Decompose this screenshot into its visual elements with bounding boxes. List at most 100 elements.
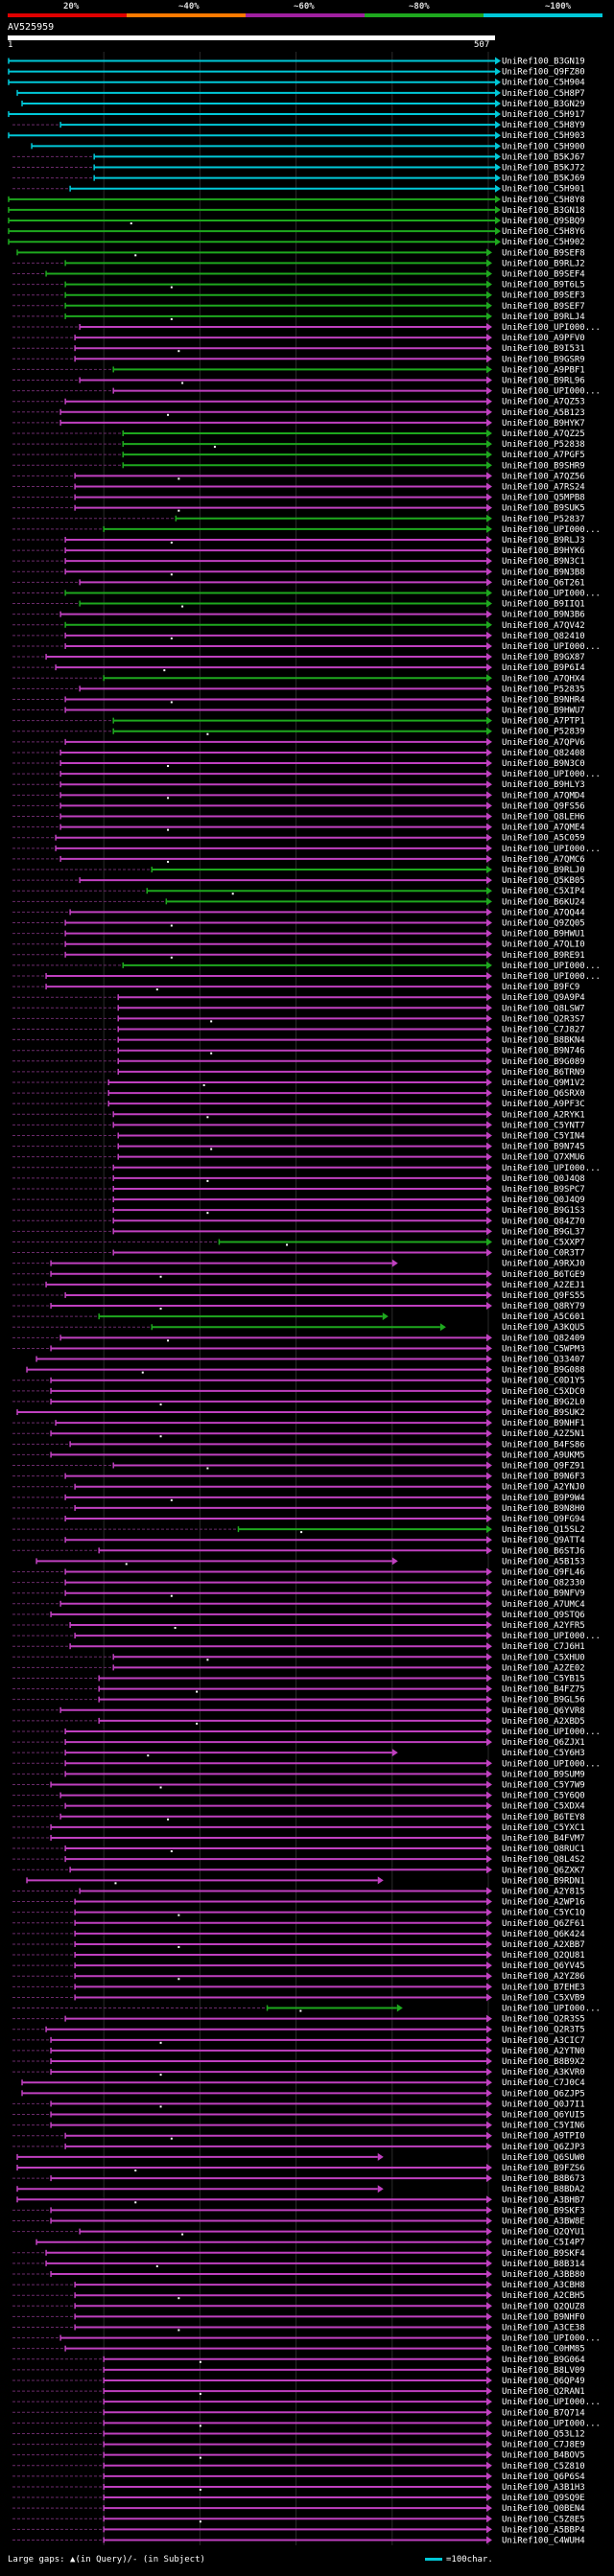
hit-label[interactable]: UniRef100_Q9SQ9E	[502, 2494, 585, 2503]
hit-label[interactable]: UniRef100_Q2QU81	[502, 1951, 585, 1961]
hit-label[interactable]: UniRef100_A3CIC7	[502, 2036, 585, 2046]
hit-label[interactable]: UniRef100_A3BW8E	[502, 2217, 585, 2227]
hit-label[interactable]: UniRef100_C5XXP7	[502, 1238, 585, 1247]
hit-label[interactable]: UniRef100_Q6YUI5	[502, 2111, 585, 2121]
hit-label[interactable]: UniRef100_Q9FL46	[502, 1568, 585, 1578]
hit-label[interactable]: UniRef100_B9N3B8	[502, 568, 585, 577]
hit-label[interactable]: UniRef100_Q6SUW0	[502, 2153, 585, 2163]
hit-label[interactable]: UniRef100_B9HWU1	[502, 930, 585, 940]
hit-label[interactable]: UniRef100_Q6ZJP3	[502, 2143, 585, 2152]
hit-label[interactable]: UniRef100_UPI000...	[502, 323, 601, 333]
hit-label[interactable]: UniRef100_C7J6H1	[502, 1642, 585, 1652]
hit-label[interactable]: UniRef100_Q9ATT4	[502, 1536, 585, 1545]
hit-label[interactable]: UniRef100_UPI000...	[502, 642, 601, 652]
hit-label[interactable]: UniRef100_A7PGF5	[502, 451, 585, 460]
hit-label[interactable]: UniRef100_A5C601	[502, 1312, 585, 1322]
hit-label[interactable]: UniRef100_Q9FS55	[502, 1291, 585, 1301]
hit-label[interactable]: UniRef100_Q84Z70	[502, 1217, 585, 1226]
hit-label[interactable]: UniRef100_A7QLI0	[502, 940, 585, 950]
hit-label[interactable]: UniRef100_B6KU24	[502, 897, 585, 907]
hit-label[interactable]: UniRef100_B9HYK7	[502, 419, 585, 429]
hit-label[interactable]: UniRef100_B9GL37	[502, 1227, 585, 1237]
hit-label[interactable]: UniRef100_Q5MPB8	[502, 494, 585, 503]
hit-label[interactable]: UniRef100_B4FS86	[502, 1440, 585, 1450]
hit-label[interactable]: UniRef100_Q82330	[502, 1579, 585, 1589]
hit-label[interactable]: UniRef100_B9N3C1	[502, 557, 585, 567]
hit-label[interactable]: UniRef100_Q9FZ80	[502, 68, 585, 78]
hit-label[interactable]: UniRef100_Q9FZ91	[502, 1462, 585, 1472]
hit-label[interactable]: UniRef100_B9G2L0	[502, 1398, 585, 1407]
hit-label[interactable]: UniRef100_B9IIQ1	[502, 600, 585, 610]
hit-label[interactable]: UniRef100_B9P9W4	[502, 1494, 585, 1503]
hit-label[interactable]: UniRef100_B9SKF4	[502, 2249, 585, 2259]
hit-label[interactable]: UniRef100_B9FC9	[502, 983, 579, 992]
hit-label[interactable]: UniRef100_B7EHE3	[502, 1983, 585, 1992]
hit-label[interactable]: UniRef100_Q9FS56	[502, 801, 585, 811]
hit-label[interactable]: UniRef100_A2WP16	[502, 1898, 585, 1908]
hit-label[interactable]: UniRef100_C7J0C4	[502, 2078, 585, 2088]
hit-label[interactable]: UniRef100_A7QME4	[502, 824, 585, 833]
hit-label[interactable]: UniRef100_C5Z8E5	[502, 2515, 585, 2524]
hit-label[interactable]: UniRef100_B9RLJ0	[502, 866, 585, 875]
hit-label[interactable]: UniRef100_A7QMD4	[502, 791, 585, 801]
hit-label[interactable]: UniRef100_C4WUH4	[502, 2536, 585, 2545]
hit-label[interactable]: UniRef100_B8BDA2	[502, 2185, 585, 2194]
hit-label[interactable]: UniRef100_B5KJ67	[502, 152, 585, 162]
hit-label[interactable]: UniRef100_Q2R3S7	[502, 1014, 585, 1024]
hit-label[interactable]: UniRef100_Q33407	[502, 1356, 585, 1365]
hit-label[interactable]: UniRef100_B8B673	[502, 2174, 585, 2184]
hit-label[interactable]: UniRef100_Q9M1V2	[502, 1079, 585, 1088]
hit-label[interactable]: UniRef100_C5YIN6	[502, 2122, 585, 2131]
hit-label[interactable]: UniRef100_Q6QP49	[502, 2377, 585, 2386]
hit-label[interactable]: UniRef100_Q6T261	[502, 578, 585, 588]
hit-label[interactable]: UniRef100_Q5KB05	[502, 876, 585, 886]
hit-label[interactable]: UniRef100_B3GN19	[502, 58, 585, 67]
hit-label[interactable]: UniRef100_B9NHF1	[502, 1419, 585, 1428]
hit-label[interactable]: UniRef100_Q9ZQ05	[502, 919, 585, 929]
hit-label[interactable]: UniRef100_A2ZEJ1	[502, 1281, 585, 1290]
hit-label[interactable]: UniRef100_B9RLJ2	[502, 259, 585, 268]
hit-label[interactable]: UniRef100_Q53L12	[502, 2429, 585, 2439]
hit-label[interactable]: UniRef100_A2YTN0	[502, 2047, 585, 2056]
hit-label[interactable]: UniRef100_A3CE38	[502, 2323, 585, 2332]
hit-label[interactable]: UniRef100_C5YC1Q	[502, 1909, 585, 1918]
hit-label[interactable]: UniRef100_Q6YVR8	[502, 1706, 585, 1716]
hit-label[interactable]: UniRef100_C0HM85	[502, 2345, 585, 2355]
hit-label[interactable]: UniRef100_UPI000...	[502, 2398, 601, 2407]
hit-label[interactable]: UniRef100_UPI000...	[502, 845, 601, 854]
hit-label[interactable]: UniRef100_B9RL96	[502, 376, 585, 385]
hit-label[interactable]: UniRef100_A2YZ86	[502, 1972, 585, 1982]
hit-label[interactable]: UniRef100_A2YFR5	[502, 1621, 585, 1631]
hit-label[interactable]: UniRef100_A2XBB7	[502, 1940, 585, 1950]
hit-label[interactable]: UniRef100_C5YIN4	[502, 1131, 585, 1141]
hit-label[interactable]: UniRef100_B9SKF3	[502, 2206, 585, 2216]
hit-label[interactable]: UniRef100_UPI000...	[502, 1632, 601, 1641]
hit-label[interactable]: UniRef100_P52837	[502, 515, 585, 524]
hit-label[interactable]: UniRef100_Q2R3T5	[502, 2026, 585, 2035]
hit-label[interactable]: UniRef100_B9N3C0	[502, 759, 585, 769]
hit-label[interactable]: UniRef100_UPI000...	[502, 1164, 601, 1173]
hit-label[interactable]: UniRef100_Q15SL2	[502, 1525, 585, 1535]
hit-label[interactable]: UniRef100_C5H902	[502, 238, 585, 247]
hit-label[interactable]: UniRef100_UPI000...	[502, 770, 601, 779]
hit-label[interactable]: UniRef100_UPI000...	[502, 972, 601, 982]
hit-label[interactable]: UniRef100_C7J827	[502, 1025, 585, 1034]
hit-label[interactable]: UniRef100_A2ZE02	[502, 1663, 585, 1673]
hit-label[interactable]: UniRef100_Q2RAN1	[502, 2387, 585, 2397]
hit-label[interactable]: UniRef100_C5Y6H3	[502, 1749, 585, 1758]
hit-label[interactable]: UniRef100_C5H901	[502, 185, 585, 195]
hit-label[interactable]: UniRef100_Q0J4Q8	[502, 1174, 585, 1184]
hit-label[interactable]: UniRef100_Q2QUZ8	[502, 2302, 585, 2311]
hit-label[interactable]: UniRef100_B8LV09	[502, 2366, 585, 2376]
hit-label[interactable]: UniRef100_B9RE91	[502, 951, 585, 961]
hit-label[interactable]: UniRef100_A9PFV0	[502, 334, 585, 343]
hit-label[interactable]: UniRef100_A9PF3C	[502, 1100, 585, 1109]
hit-label[interactable]: UniRef100_C5WPM3	[502, 1344, 585, 1354]
hit-label[interactable]: UniRef100_A3KQU5	[502, 1323, 585, 1333]
hit-label[interactable]: UniRef100_B9N746	[502, 1047, 585, 1056]
hit-label[interactable]: UniRef100_B9RLJ3	[502, 536, 585, 545]
hit-label[interactable]: UniRef100_A2XBD5	[502, 1717, 585, 1727]
hit-label[interactable]: UniRef100_B9P6I4	[502, 663, 585, 673]
hit-label[interactable]: UniRef100_Q0J7I1	[502, 2100, 585, 2109]
hit-label[interactable]: UniRef100_C5H8P7	[502, 89, 585, 99]
